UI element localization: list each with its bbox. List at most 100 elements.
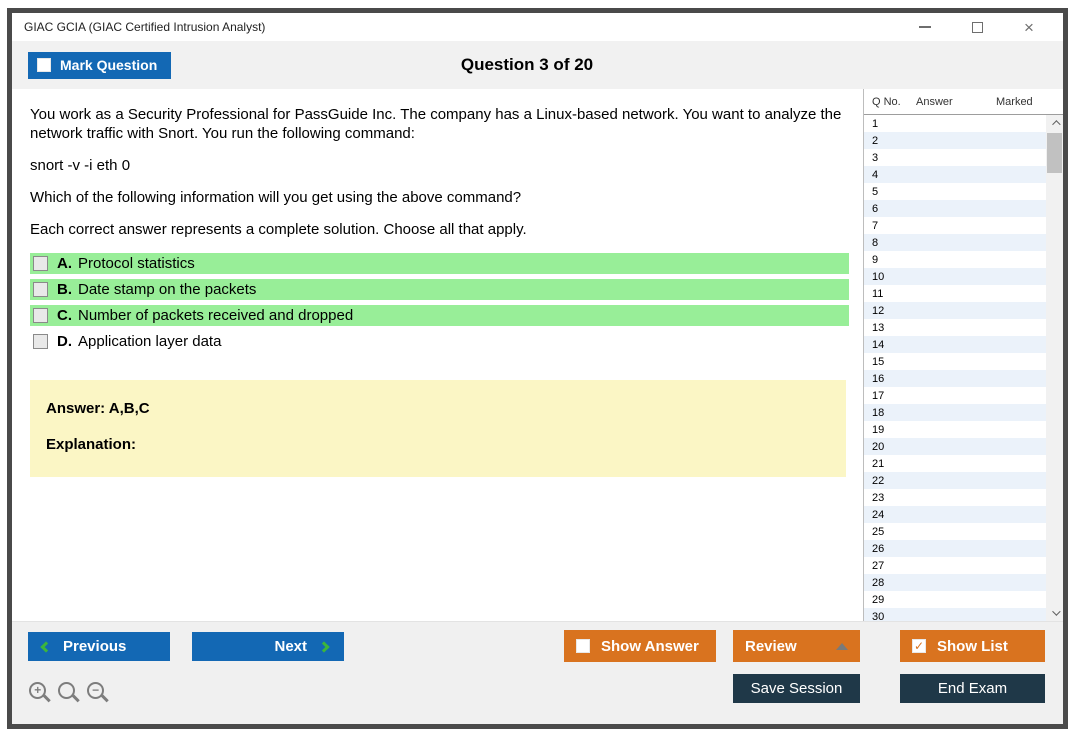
question-list-row[interactable]: 17	[864, 387, 1046, 404]
question-list-cell-q: 6	[872, 202, 879, 215]
question-list-cell-q: 13	[872, 321, 885, 334]
question-list-cell-q: 15	[872, 355, 885, 368]
question-list-row[interactable]: 3	[864, 149, 1046, 166]
column-header-answer: Answer	[916, 95, 953, 108]
question-list-cell-q: 9	[872, 253, 879, 266]
question-list-row[interactable]: 6	[864, 200, 1046, 217]
zoom-tools: + −	[29, 682, 104, 699]
minimize-button[interactable]	[917, 19, 933, 35]
scroll-down-button[interactable]	[1046, 605, 1063, 621]
minimize-icon	[919, 26, 931, 28]
option-row-b[interactable]: B. Date stamp on the packets	[30, 279, 849, 300]
mark-question-button[interactable]: Mark Question	[28, 51, 172, 79]
next-button[interactable]: Next	[192, 632, 344, 661]
previous-button[interactable]: Previous	[28, 632, 170, 661]
close-icon: ×	[1024, 17, 1034, 37]
option-checkbox-b[interactable]	[33, 282, 48, 297]
question-list-row[interactable]: 24	[864, 506, 1046, 523]
option-checkbox-a[interactable]	[33, 256, 48, 271]
zoom-out-icon[interactable]: −	[87, 682, 104, 699]
chevron-up-icon	[1051, 120, 1061, 129]
question-paragraph: Which of the following information will …	[30, 189, 522, 206]
question-list-cell-q: 21	[872, 457, 885, 470]
question-list-row[interactable]: 19	[864, 421, 1046, 438]
option-row-c[interactable]: C. Number of packets received and droppe…	[30, 305, 849, 326]
show-answer-label: Show Answer	[601, 637, 699, 655]
question-list-row[interactable]: 2	[864, 132, 1046, 149]
question-list-cell-q: 30	[872, 610, 885, 622]
window-title: GIAC GCIA (GIAC Certified Intrusion Anal…	[24, 20, 266, 34]
option-row-d[interactable]: D. Application layer data	[30, 331, 849, 352]
question-list-row[interactable]: 28	[864, 574, 1046, 591]
mark-question-checkbox[interactable]	[37, 58, 51, 72]
question-list-row[interactable]: 14	[864, 336, 1046, 353]
question-list-row[interactable]: 7	[864, 217, 1046, 234]
question-list-row[interactable]: 4	[864, 166, 1046, 183]
question-list-row[interactable]: 27	[864, 557, 1046, 574]
question-list-row[interactable]: 25	[864, 523, 1046, 540]
question-list-row[interactable]: 5	[864, 183, 1046, 200]
question-list-row[interactable]: 12	[864, 302, 1046, 319]
question-paragraph: Each correct answer represents a complet…	[30, 221, 527, 238]
maximize-icon	[971, 21, 983, 33]
question-list-cell-q: 27	[872, 559, 885, 572]
option-letter: D.	[57, 333, 72, 350]
option-letter: C.	[57, 307, 72, 324]
question-panel: You work as a Security Professional for …	[12, 89, 863, 621]
question-list-row[interactable]: 22	[864, 472, 1046, 489]
question-list-row[interactable]: 13	[864, 319, 1046, 336]
option-checkbox-c[interactable]	[33, 308, 48, 323]
question-list-cell-q: 3	[872, 151, 879, 164]
question-paragraph: You work as a Security Professional for …	[30, 106, 842, 142]
show-answer-checkbox[interactable]	[576, 639, 590, 653]
question-list-row[interactable]: 16	[864, 370, 1046, 387]
question-list-row[interactable]: 10	[864, 268, 1046, 285]
question-list-cell-q: 18	[872, 406, 885, 419]
show-list-label: Show List	[937, 637, 1008, 655]
content-body: You work as a Security Professional for …	[12, 89, 1063, 621]
option-letter: A.	[57, 255, 72, 272]
maximize-button[interactable]	[969, 19, 985, 35]
save-session-button[interactable]: Save Session	[733, 674, 860, 703]
question-list-row[interactable]: 30	[864, 608, 1046, 621]
show-answer-button[interactable]: Show Answer	[564, 630, 716, 662]
question-list-row[interactable]: 15	[864, 353, 1046, 370]
close-button[interactable]: ×	[1021, 17, 1037, 37]
review-button[interactable]: Review	[733, 630, 860, 662]
question-list-row[interactable]: 29	[864, 591, 1046, 608]
question-list-cell-q: 11	[872, 287, 884, 300]
question-list-cell-q: 24	[872, 508, 885, 521]
app-window: GIAC GCIA (GIAC Certified Intrusion Anal…	[7, 8, 1068, 729]
next-label: Next	[274, 638, 307, 655]
question-list-wrap: 1 2 3 4 5 6 7 8 9 10 11 12 13 14 15 16 17 18 19 20 21 22 23 24 2…	[864, 115, 1063, 621]
option-row-a[interactable]: A. Protocol statistics	[30, 253, 849, 274]
question-list-scrollbar[interactable]	[1046, 115, 1063, 621]
question-list-cell-q: 14	[872, 338, 885, 351]
question-list-row[interactable]: 18	[864, 404, 1046, 421]
scrollbar-thumb[interactable]	[1047, 133, 1062, 173]
scroll-up-button[interactable]	[1046, 115, 1063, 131]
question-list-row[interactable]: 20	[864, 438, 1046, 455]
question-list-row[interactable]: 26	[864, 540, 1046, 557]
question-counter: Question 3 of 20	[460, 55, 594, 74]
chevron-left-icon	[40, 640, 52, 653]
question-list-cell-q: 1	[872, 117, 879, 130]
show-list-button[interactable]: Show List	[900, 630, 1045, 662]
question-list-row[interactable]: 11	[864, 285, 1046, 302]
question-list-row[interactable]: 1	[864, 115, 1046, 132]
question-list-row[interactable]: 21	[864, 455, 1046, 472]
end-exam-label: End Exam	[937, 680, 1008, 697]
question-list-row[interactable]: 23	[864, 489, 1046, 506]
chevron-down-icon	[1051, 607, 1061, 616]
show-list-checkbox[interactable]	[912, 639, 926, 653]
question-list-cell-q: 26	[872, 542, 885, 555]
zoom-reset-icon[interactable]	[58, 682, 75, 699]
column-header-marked: Marked	[996, 95, 1033, 108]
question-list-row[interactable]: 9	[864, 251, 1046, 268]
question-list: 1 2 3 4 5 6 7 8 9 10 11 12 13 14 15 16 17 18 19 20 21 22 23 24 2…	[864, 115, 1046, 621]
question-list-panel: Q No. Answer Marked 1 2 3 4 5 6 7 8 9 10 11 12 13 14 1…	[863, 89, 1063, 621]
end-exam-button[interactable]: End Exam	[900, 674, 1045, 703]
question-list-row[interactable]: 8	[864, 234, 1046, 251]
option-checkbox-d[interactable]	[33, 334, 48, 349]
zoom-in-icon[interactable]: +	[29, 682, 46, 699]
